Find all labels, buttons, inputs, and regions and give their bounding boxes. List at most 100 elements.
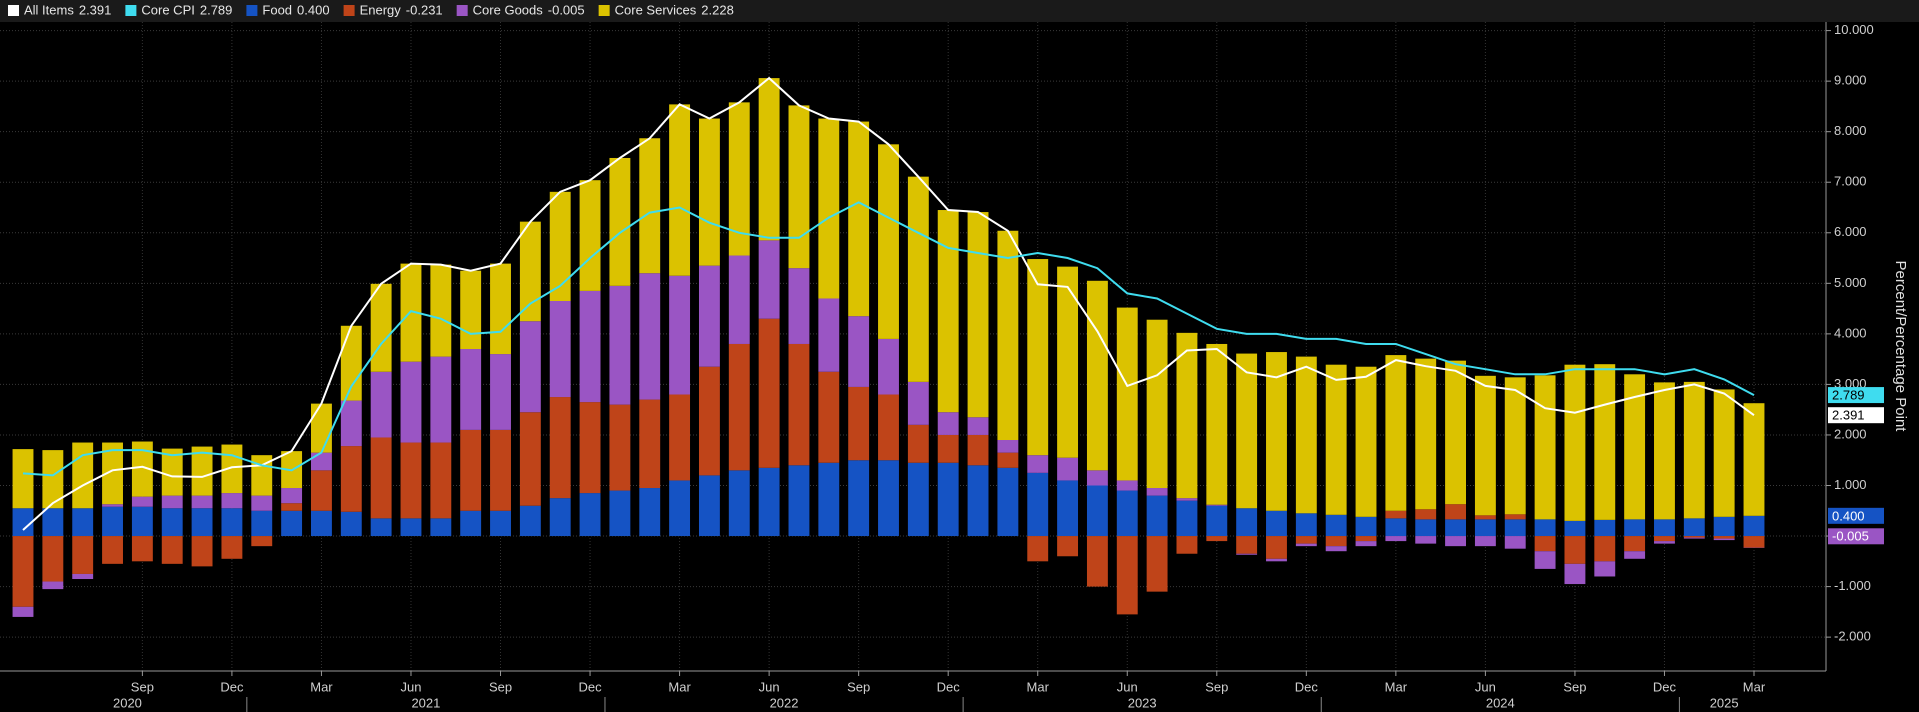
- bar-segment: [1713, 389, 1735, 517]
- bar-segment: [818, 371, 840, 463]
- x-tick-label: Dec: [1653, 679, 1677, 694]
- bar-segment: [1445, 519, 1466, 537]
- year-label: 2020: [113, 695, 142, 710]
- bar-segment: [191, 446, 213, 496]
- y-tick-label: 6.000: [1834, 224, 1867, 239]
- bar-segment: [340, 446, 362, 512]
- legend-bar: [0, 0, 1919, 22]
- bar-segment: [1415, 519, 1437, 537]
- bar-segment: [191, 536, 213, 567]
- bar-segment: [1683, 537, 1705, 539]
- bar-segment: [1355, 366, 1377, 517]
- bar-segment: [191, 508, 213, 537]
- bar-segment: [251, 495, 273, 511]
- bar-segment: [460, 510, 482, 537]
- bar-segment: [1713, 538, 1735, 541]
- legend-label: Core CPI: [141, 2, 194, 17]
- bar-segment: [728, 102, 750, 256]
- bar-segment: [1206, 505, 1228, 537]
- axis-tag-label: -0.005: [1832, 529, 1869, 544]
- axis-tag-label: 0.400: [1832, 508, 1865, 523]
- legend-label: Energy: [360, 2, 402, 17]
- bar-segment: [519, 505, 541, 537]
- legend-swatch: [598, 5, 610, 16]
- bar-segment: [907, 462, 929, 537]
- bar-segment: [311, 470, 332, 511]
- bar-segment: [1743, 515, 1765, 537]
- bar-segment: [131, 496, 153, 507]
- bar-segment: [1564, 364, 1586, 521]
- bar-segment: [1654, 382, 1675, 520]
- bar-segment: [131, 506, 153, 537]
- bar-segment: [1146, 536, 1168, 592]
- bar-segment: [878, 394, 899, 461]
- bar-segment: [490, 429, 511, 511]
- bar-segment: [400, 442, 422, 519]
- year-label: 2025: [1710, 695, 1739, 710]
- bar-segment: [42, 450, 64, 509]
- bar-segment: [698, 265, 720, 367]
- bar-segment: [728, 343, 750, 471]
- bar-segment: [698, 366, 720, 476]
- bar-segment: [1564, 536, 1586, 564]
- bar-segment: [967, 417, 989, 435]
- bar-segment: [788, 268, 810, 344]
- bar-segment: [1236, 553, 1258, 555]
- bar-segment: [1594, 364, 1616, 520]
- axis-tag-label: 2.391: [1832, 408, 1865, 423]
- bar-segment: [1743, 536, 1765, 548]
- bar-segment: [788, 105, 810, 269]
- bar-segment: [579, 180, 601, 291]
- bar-segment: [460, 429, 482, 511]
- y-tick-label: 4.000: [1834, 325, 1867, 340]
- bar-segment: [102, 504, 123, 507]
- bar-segment: [400, 263, 422, 362]
- x-tick-label: Dec: [1295, 679, 1319, 694]
- bar-segment: [1206, 504, 1228, 506]
- bar-segment: [1624, 551, 1646, 559]
- axis-tag: -0.005: [1828, 528, 1884, 545]
- bar-segment: [1654, 541, 1675, 544]
- bar-segment: [1086, 280, 1108, 471]
- legend-label: Core Goods: [473, 2, 544, 17]
- bar-segment: [1474, 375, 1496, 516]
- bar-segment: [1683, 518, 1705, 537]
- x-tick-label: Jun: [759, 679, 780, 694]
- bar-segment: [1176, 332, 1198, 499]
- bar-segment: [1266, 352, 1287, 511]
- x-tick-label: Mar: [1743, 679, 1766, 694]
- bar-segment: [937, 434, 959, 463]
- bar-segment: [997, 440, 1019, 453]
- bar-segment: [460, 349, 482, 430]
- bar-segment: [609, 490, 631, 537]
- bar-segment: [639, 488, 661, 537]
- bar-segment: [1295, 356, 1317, 514]
- bar-segment: [131, 441, 153, 497]
- y-tick-label: -1.000: [1834, 578, 1871, 593]
- bar-segment: [430, 442, 452, 519]
- legend-label: Core Services: [615, 2, 697, 17]
- x-tick-label: Sep: [1205, 679, 1228, 694]
- y-tick-label: 8.000: [1834, 123, 1867, 138]
- bar-segment: [1206, 343, 1228, 505]
- bar-segment: [161, 495, 183, 509]
- legend-swatch: [246, 5, 258, 16]
- year-label: 2021: [411, 695, 440, 710]
- bar-segment: [1474, 536, 1496, 547]
- bar-segment: [1086, 485, 1108, 537]
- bar-segment: [1654, 519, 1675, 537]
- bar-segment: [1295, 513, 1317, 537]
- bar-segment: [937, 210, 959, 413]
- bar-segment: [549, 191, 571, 302]
- bar-segment: [669, 394, 691, 481]
- bar-segment: [1325, 546, 1347, 552]
- bar-segment: [1624, 536, 1646, 552]
- bar-segment: [430, 518, 452, 537]
- bar-segment: [72, 442, 94, 509]
- legend-value: -0.231: [406, 2, 443, 17]
- bar-segment: [818, 118, 840, 299]
- bar-segment: [1474, 515, 1496, 520]
- bar-segment: [1266, 536, 1287, 559]
- bar-segment: [72, 573, 94, 580]
